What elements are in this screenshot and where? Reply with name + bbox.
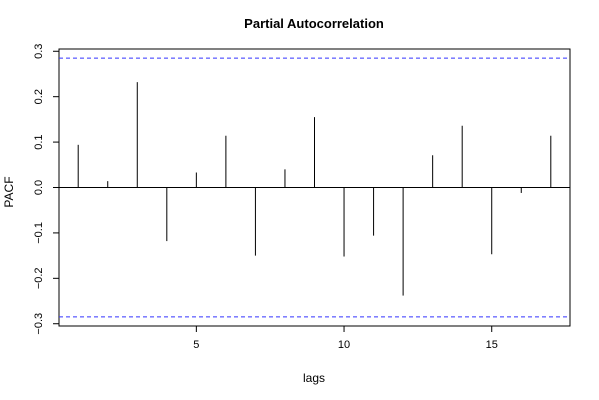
- y-axis-label: PACF: [2, 176, 16, 207]
- y-tick-label: 0.1: [33, 134, 45, 149]
- y-tick-label: −0.3: [33, 313, 45, 335]
- y-tick-label: −0.2: [33, 267, 45, 289]
- x-tick-label: 10: [338, 339, 350, 351]
- x-axis-label: lags: [303, 371, 325, 385]
- x-tick-label: 15: [486, 339, 498, 351]
- x-tick-label: 5: [193, 339, 199, 351]
- y-tick-label: 0.2: [33, 89, 45, 104]
- chart-title: Partial Autocorrelation: [244, 16, 384, 31]
- y-tick-label: 0.3: [33, 44, 45, 59]
- y-tick-label: 0.0: [33, 180, 45, 195]
- y-tick-label: −0.1: [33, 222, 45, 244]
